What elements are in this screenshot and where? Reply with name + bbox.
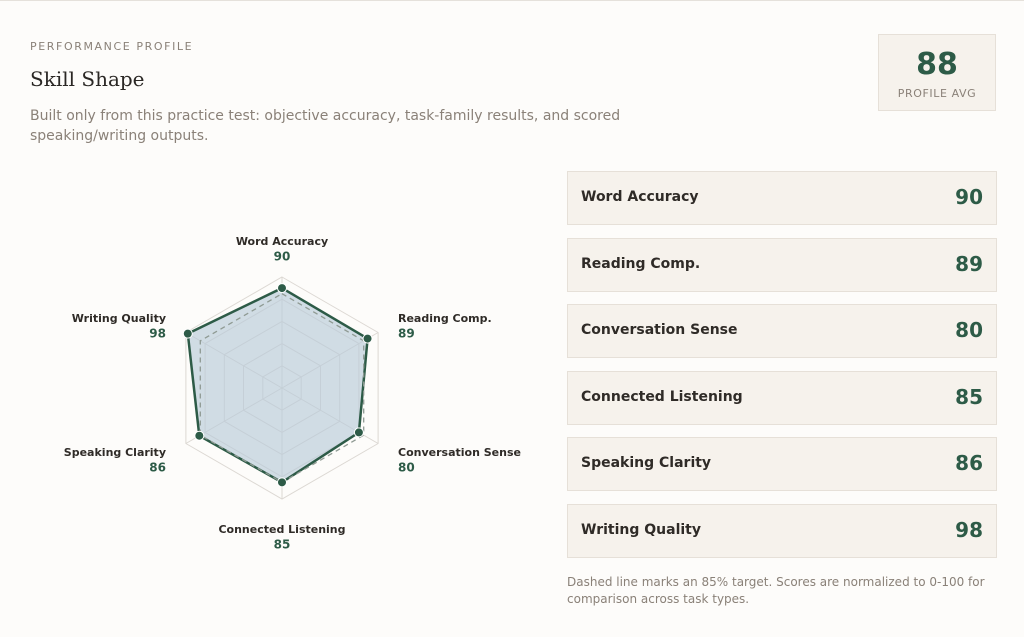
score-dot bbox=[353, 427, 364, 438]
score-row: Reading Comp. 89 bbox=[567, 237, 997, 292]
title: Skill Shape bbox=[30, 67, 145, 91]
score-dot bbox=[182, 328, 193, 339]
score-value: 80 bbox=[955, 318, 983, 343]
score-label: Reading Comp. bbox=[581, 255, 701, 272]
score-value: 90 bbox=[955, 185, 983, 209]
axis-label: Conversation Sense bbox=[398, 446, 521, 459]
score-dot bbox=[362, 333, 373, 344]
score-row: Speaking Clarity 86 bbox=[567, 437, 997, 492]
score-value: 98 bbox=[955, 518, 983, 542]
axis-label: Connected Listening bbox=[218, 523, 345, 536]
score-label: Conversation Sense bbox=[581, 322, 738, 339]
eyebrow: PERFORMANCE PROFILE bbox=[30, 40, 194, 53]
description: Built only from this practice test: obje… bbox=[30, 108, 621, 144]
score-value: 85 bbox=[955, 384, 983, 409]
axis-value: 80 bbox=[398, 461, 415, 475]
summary-card: 88 PROFILE AVG bbox=[878, 34, 996, 111]
summary-label: PROFILE AVG bbox=[897, 87, 977, 100]
score-area bbox=[186, 286, 369, 484]
score-dot bbox=[277, 477, 287, 488]
score-label: Writing Quality bbox=[581, 522, 701, 538]
axis-value: 89 bbox=[398, 327, 415, 341]
score-value: 86 bbox=[955, 451, 983, 476]
score-row: Connected Listening 85 bbox=[567, 370, 997, 425]
score-value: 89 bbox=[955, 251, 983, 276]
score-label: Word Accuracy bbox=[581, 189, 699, 205]
axis-label: Reading Comp. bbox=[398, 312, 492, 325]
axis-value: 90 bbox=[274, 250, 291, 264]
axis-value: 98 bbox=[149, 327, 166, 341]
radar-chart: Word Accuracy 90 Reading Comp. 89 Conversati… bbox=[64, 235, 521, 552]
score-dot bbox=[277, 283, 287, 294]
score-dot bbox=[194, 430, 205, 441]
axis-value: 86 bbox=[149, 461, 166, 475]
score-row: Writing Quality 98 bbox=[567, 504, 997, 558]
axis-value: 85 bbox=[274, 538, 291, 552]
score-label: Connected Listening bbox=[581, 388, 743, 405]
score-row: Conversation Sense 80 bbox=[567, 304, 997, 359]
summary-value: 88 bbox=[916, 47, 958, 82]
axis-label: Word Accuracy bbox=[236, 235, 328, 248]
axis-label: Writing Quality bbox=[72, 312, 166, 325]
score-row: Word Accuracy 90 bbox=[567, 171, 997, 225]
score-label: Speaking Clarity bbox=[581, 455, 712, 472]
footnote: Dashed line marks an 85% target. Scores … bbox=[567, 575, 985, 606]
axis-label: Speaking Clarity bbox=[64, 446, 166, 459]
